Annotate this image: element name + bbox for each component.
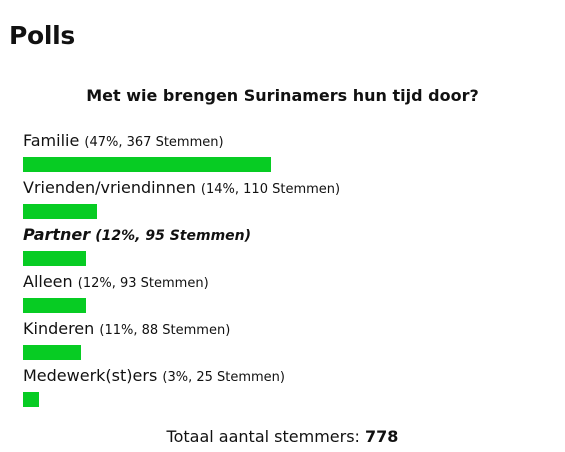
poll-total: Totaal aantal stemmers: 778 [0,426,565,448]
poll-option-partner: Partner (12%, 95 Stemmen) [23,224,543,271]
option-vote-stats: (12%, 95 Stemmen) [95,228,252,244]
option-vote-stats: (14%, 110 Stemmen) [200,182,341,197]
poll-option-alleen: Alleen (12%, 93 Stemmen) [23,271,543,318]
option-label: Partner [23,225,91,244]
vote-bar [23,345,81,360]
option-label: Medewerk(st)ers [23,366,158,385]
vote-bar [23,298,86,313]
vote-bar [23,204,97,219]
widget-title: Polls [9,21,76,50]
total-voters-label: Totaal aantal stemmers: [166,427,360,446]
option-label: Vrienden/vriendinnen [23,178,196,197]
option-vote-stats: (11%, 88 Stemmen) [99,323,231,338]
poll-options: Familie (47%, 367 Stemmen) Vrienden/vrie… [23,130,543,412]
poll-question: Met wie brengen Surinamers hun tijd door… [86,86,479,105]
vote-bar [23,251,86,266]
option-vote-stats: (3%, 25 Stemmen) [162,370,285,385]
poll-option-vrienden: Vrienden/vriendinnen (14%, 110 Stemmen) [23,177,543,224]
vote-bar [23,157,271,172]
total-voters-count: 778 [365,427,399,446]
poll-option-familie: Familie (47%, 367 Stemmen) [23,130,543,177]
option-label: Kinderen [23,319,95,338]
option-label: Alleen [23,272,73,291]
vote-bar [23,392,39,407]
option-vote-stats: (47%, 367 Stemmen) [84,135,224,150]
option-label: Familie [23,131,80,150]
option-vote-stats: (12%, 93 Stemmen) [77,276,209,291]
poll-option-medewerkers: Medewerk(st)ers (3%, 25 Stemmen) [23,365,543,412]
poll-option-kinderen: Kinderen (11%, 88 Stemmen) [23,318,543,365]
